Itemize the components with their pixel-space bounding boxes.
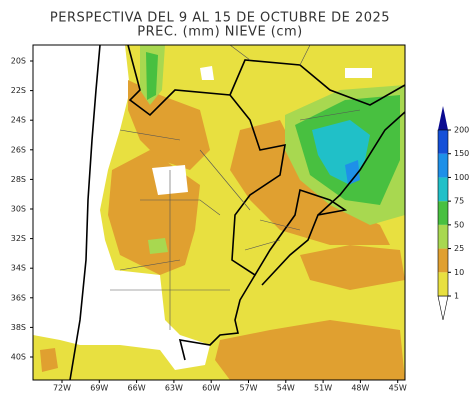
colorbar-label: 75 bbox=[454, 197, 464, 206]
colorbar-label: 100 bbox=[454, 173, 469, 182]
lat-label: 26S bbox=[11, 145, 26, 154]
lon-label: 51W bbox=[314, 384, 332, 393]
lon-label: 54W bbox=[277, 384, 295, 393]
map bbox=[33, 44, 406, 381]
map-frame bbox=[32, 44, 406, 381]
lon-label: 60W bbox=[202, 384, 220, 393]
colorbar-label: 1 bbox=[454, 292, 459, 301]
title-line: PERSPECTIVA DEL 9 AL 15 DE OCTUBRE DE 20… bbox=[50, 11, 390, 26]
colorbar-frame bbox=[437, 129, 449, 297]
rain-area bbox=[345, 160, 360, 185]
colorbar-segment bbox=[438, 248, 448, 273]
title-line: PREC. (mm) NIEVE (cm) bbox=[137, 25, 303, 40]
coast bbox=[317, 111, 406, 216]
lon-label: 66W bbox=[128, 384, 146, 393]
rain-area bbox=[40, 348, 58, 372]
axis-labels: 20S 22S 24S 26S 28S 30S 32S 34S 36S 38S 40S 72W 69W 6… bbox=[11, 57, 407, 393]
lat-label: 28S bbox=[11, 175, 26, 184]
lon-label: 48W bbox=[351, 384, 369, 393]
colorbar-segment bbox=[438, 272, 448, 296]
no-rain-area bbox=[200, 66, 214, 80]
lat-label: 40S bbox=[11, 353, 26, 362]
lat-label: 36S bbox=[11, 293, 26, 302]
colorbar-label: 150 bbox=[454, 149, 469, 158]
border bbox=[69, 44, 101, 381]
no-rain-area bbox=[33, 45, 210, 370]
lat-label: 38S bbox=[11, 323, 26, 332]
rain-area bbox=[215, 320, 405, 380]
province-line bbox=[110, 44, 361, 330]
border bbox=[127, 44, 348, 286]
lon-label: 63W bbox=[165, 384, 183, 393]
lat-label: 22S bbox=[11, 86, 26, 95]
colorbar-tip bbox=[437, 295, 449, 321]
colorbar-label: 10 bbox=[454, 268, 464, 277]
lat-label: 34S bbox=[11, 264, 26, 273]
rain-area bbox=[146, 52, 158, 100]
no-rain-area bbox=[345, 68, 372, 78]
lat-label: 20S bbox=[11, 57, 26, 66]
lon-label: 69W bbox=[90, 384, 108, 393]
colorbar: 1 10 25 50 75 100 150 200 bbox=[437, 106, 469, 321]
colorbar-segment bbox=[438, 177, 448, 202]
lon-label: 45W bbox=[389, 384, 407, 393]
colorbar-segment bbox=[438, 201, 448, 225]
colorbar-segment bbox=[438, 153, 448, 178]
coast bbox=[178, 274, 256, 361]
colorbar-label: 200 bbox=[454, 126, 469, 135]
rain-area bbox=[148, 238, 168, 254]
colorbar-label: 50 bbox=[454, 220, 464, 229]
lat-label: 30S bbox=[11, 205, 26, 214]
colorbar-segment bbox=[438, 224, 448, 249]
colorbar-segment bbox=[438, 130, 448, 154]
lon-label: 72W bbox=[53, 384, 71, 393]
colorbar-label: 25 bbox=[454, 244, 464, 253]
rain-area bbox=[300, 245, 405, 290]
lat-label: 24S bbox=[11, 116, 26, 125]
lat-label: 32S bbox=[11, 234, 26, 243]
colorbar-tip bbox=[438, 106, 448, 130]
lon-label: 57W bbox=[239, 384, 257, 393]
border bbox=[229, 59, 406, 106]
